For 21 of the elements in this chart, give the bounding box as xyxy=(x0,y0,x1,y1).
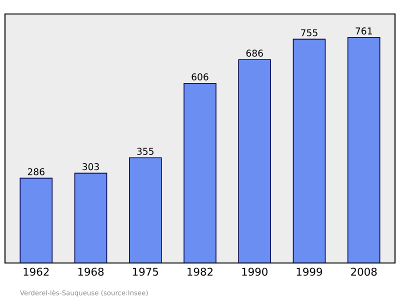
x-tick-label: 1962 xyxy=(24,268,49,276)
data-label: 303 xyxy=(82,163,99,170)
x-tick-label: 1990 xyxy=(242,268,268,276)
bar xyxy=(238,59,272,264)
bar xyxy=(74,172,108,264)
bar xyxy=(292,38,326,264)
data-label: 761 xyxy=(356,27,372,34)
data-label: 355 xyxy=(137,148,154,155)
x-tick-label: 1999 xyxy=(296,268,322,276)
x-tick-label: 1975 xyxy=(132,268,158,276)
x-tick-label: 1982 xyxy=(188,268,212,276)
x-tick-label: 1968 xyxy=(78,268,104,276)
data-label: 286 xyxy=(28,168,44,176)
bar xyxy=(184,82,216,264)
data-label: 755 xyxy=(301,29,318,36)
bar xyxy=(20,178,53,264)
data-label: 686 xyxy=(246,50,263,57)
bar xyxy=(347,37,380,264)
x-tick-label: 2008 xyxy=(351,268,377,276)
data-label: 606 xyxy=(192,73,208,80)
bar xyxy=(128,157,162,264)
